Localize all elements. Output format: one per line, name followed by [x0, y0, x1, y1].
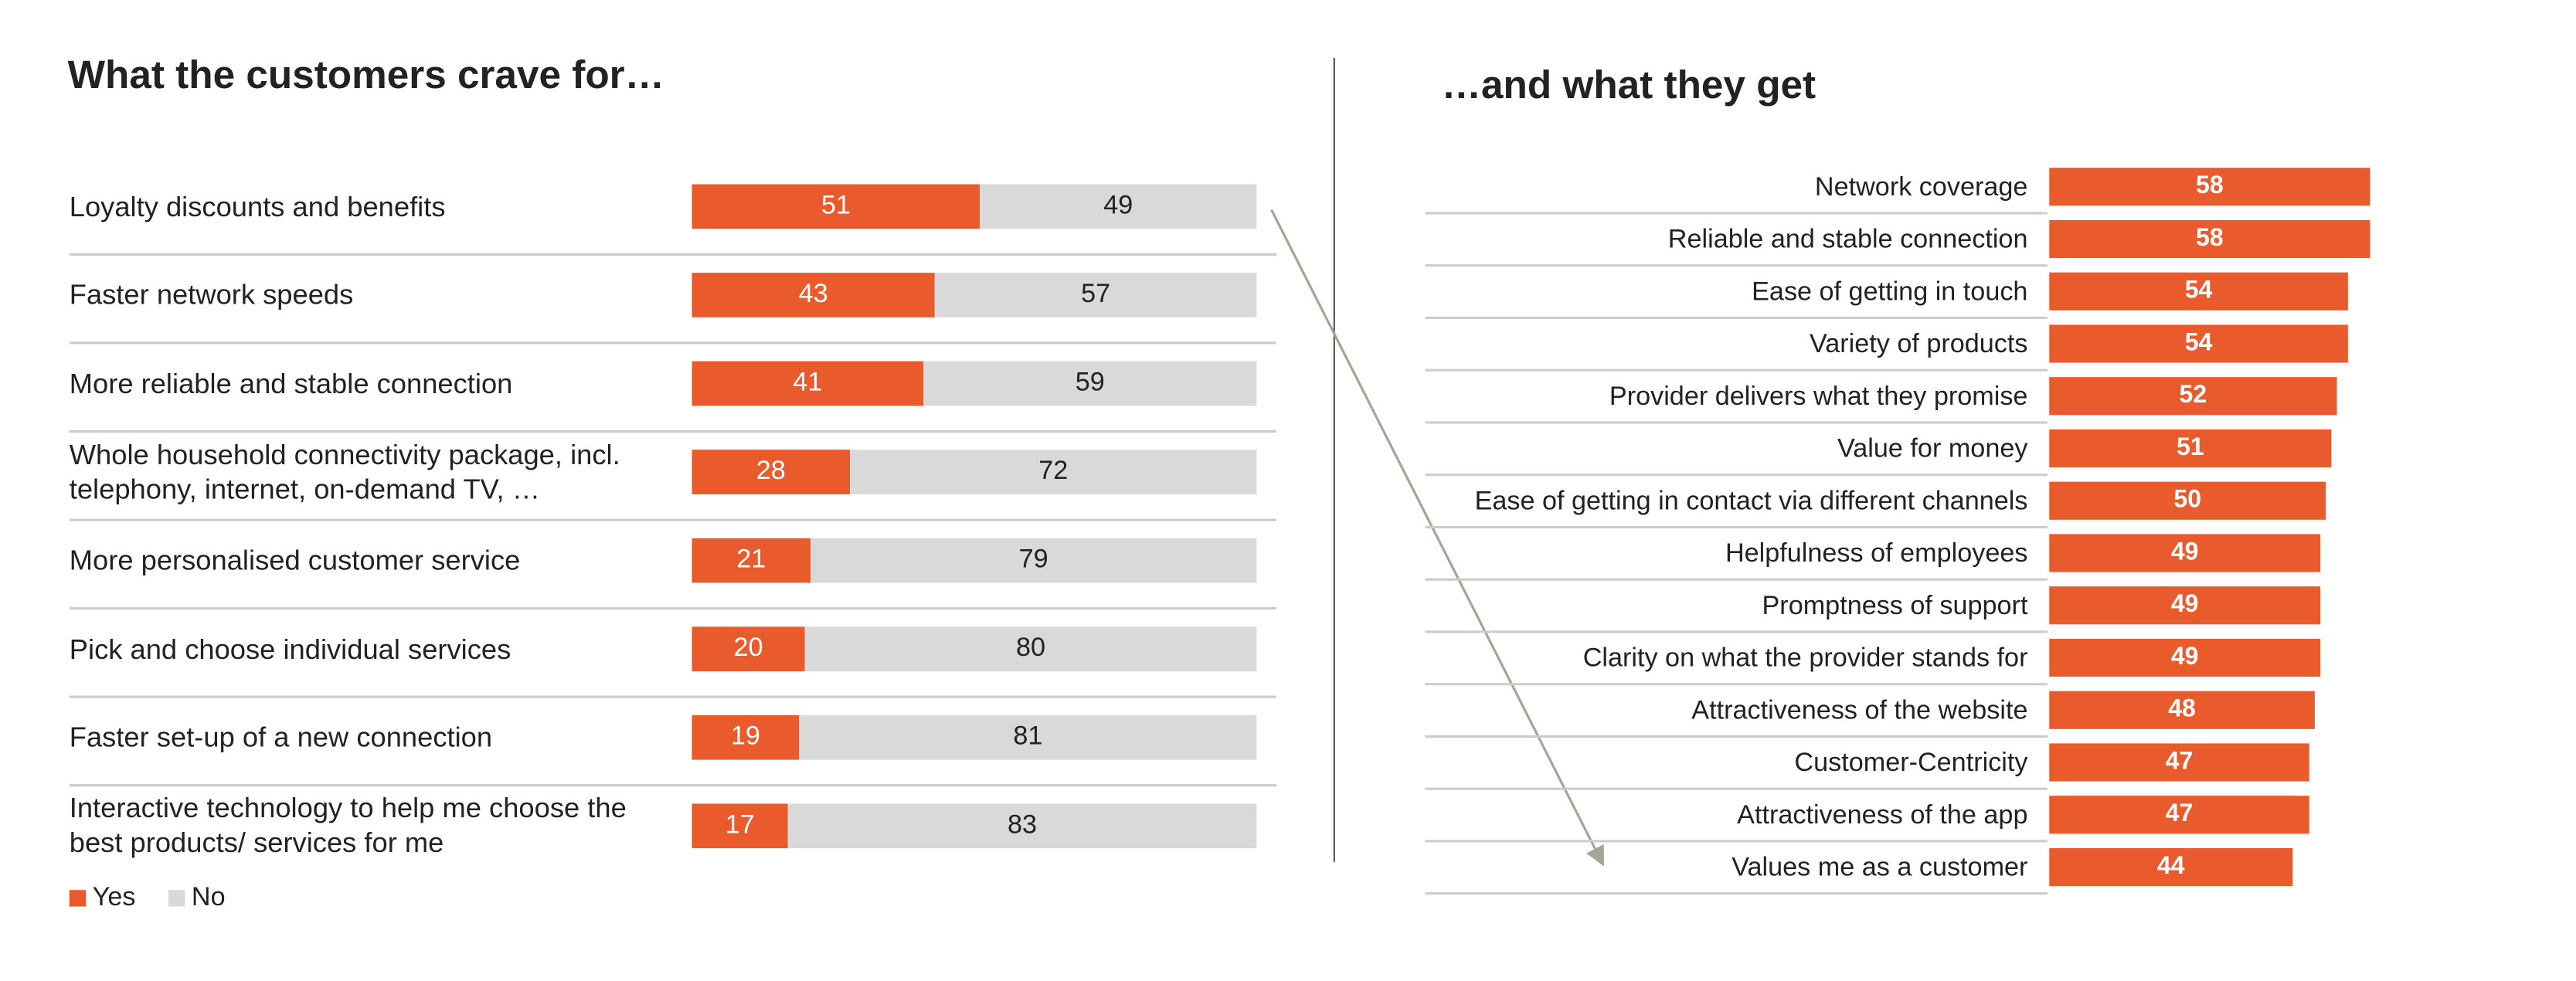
category-label: Ease of getting in contact via different… — [1475, 486, 2028, 515]
category-label-box: More reliable and stable connection — [69, 368, 513, 399]
value-label: 54 — [2185, 276, 2213, 304]
value-label: 49 — [2171, 589, 2199, 617]
legend-swatch — [168, 890, 185, 907]
bar-segment — [810, 538, 1257, 583]
value-label: 58 — [2196, 223, 2224, 251]
bar-segment — [923, 361, 1257, 406]
category-label-box: Pick and choose individual services — [69, 633, 511, 665]
bar-segment — [850, 450, 1257, 494]
value-label: 21 — [736, 545, 766, 574]
right-title: …and what they get — [1442, 63, 1816, 107]
category-label-box: Faster set-up of a new connection — [69, 721, 493, 754]
value-label: 47 — [2166, 799, 2194, 827]
bar-segment — [692, 803, 788, 849]
category-label: Attractiveness of the app — [1737, 800, 2027, 830]
legend-swatch — [69, 890, 87, 907]
bar — [2049, 377, 2337, 416]
bar-segment — [934, 273, 1257, 317]
bar-segment — [692, 538, 811, 583]
category-label: More personalised customer service — [69, 545, 521, 576]
value-label: 49 — [2171, 537, 2199, 565]
value-label: 79 — [1019, 545, 1048, 574]
category-label: Loyalty discounts and benefits — [69, 191, 446, 222]
value-label: 52 — [2180, 380, 2207, 408]
category-label-box: Loyalty discounts and benefits — [69, 191, 446, 222]
bar — [2049, 429, 2332, 468]
value-label: 58 — [2196, 171, 2224, 199]
value-label: 54 — [2185, 328, 2213, 355]
category-label: More reliable and stable connection — [69, 368, 513, 399]
value-label: 49 — [2171, 642, 2199, 670]
category-label: Variety of products — [1810, 329, 2028, 358]
bar — [2049, 796, 2309, 834]
value-label: 83 — [1008, 810, 1037, 839]
bar — [2049, 743, 2309, 782]
category-label: Reliable and stable connection — [1668, 225, 2028, 254]
bar-segment — [787, 803, 1257, 849]
category-label-box: Whole household connectivity package, in… — [69, 439, 620, 505]
value-label: 49 — [1103, 190, 1133, 219]
bar-segment — [692, 273, 935, 317]
value-label: 81 — [1013, 721, 1042, 751]
bar — [2049, 219, 2370, 259]
value-label: 20 — [734, 633, 763, 662]
legend-label: Yes — [93, 882, 136, 911]
left-title: What the customers crave for… — [68, 53, 664, 97]
value-label: 43 — [799, 279, 828, 308]
category-label: Provider delivers what they promise — [1609, 382, 2028, 411]
category-label: Values me as a customer — [1731, 853, 2027, 882]
value-label: 57 — [1081, 279, 1110, 308]
value-label: 48 — [2168, 694, 2196, 722]
arrow — [1270, 209, 1604, 867]
bar-segment — [692, 184, 980, 229]
category-label: Network coverage — [1815, 172, 2028, 202]
category-label: Clarity on what the provider stands for — [1583, 643, 2028, 673]
category-label-box: Faster network speeds — [69, 279, 354, 311]
bar-segment — [692, 361, 924, 406]
category-label-box: Interactive technology to help me choose… — [69, 793, 627, 859]
bar-segment — [692, 715, 800, 760]
category-label: Faster network speeds — [69, 279, 354, 311]
bar — [2049, 272, 2348, 311]
legend-label: No — [192, 882, 226, 911]
value-label: 17 — [726, 810, 755, 839]
value-label: 19 — [731, 721, 760, 751]
bar-segment — [799, 715, 1257, 760]
bar — [2049, 691, 2315, 729]
bar — [2049, 324, 2348, 363]
category-label: Value for money — [1837, 434, 2028, 463]
category-label: Customer-Centricity — [1794, 748, 2028, 777]
value-label: 28 — [756, 456, 786, 485]
bar-segment — [804, 626, 1257, 672]
category-label: Pick and choose individual services — [69, 633, 511, 665]
category-label: Faster set-up of a new connection — [69, 721, 493, 754]
bar-segment — [692, 450, 851, 494]
bar — [2049, 586, 2321, 625]
category-label: Interactive technology to help me choose… — [69, 793, 627, 859]
value-label: 51 — [821, 190, 851, 219]
bar — [2049, 847, 2293, 887]
bar — [2049, 638, 2321, 677]
bar-segment — [692, 626, 805, 672]
value-label: 59 — [1076, 368, 1105, 397]
category-label: Ease of getting in touch — [1752, 277, 2027, 306]
value-label: 47 — [2166, 746, 2194, 774]
value-label: 80 — [1016, 633, 1045, 662]
value-label: 51 — [2177, 433, 2204, 460]
bar — [2049, 534, 2321, 572]
category-label: Promptness of support — [1762, 591, 2028, 620]
value-label: 41 — [793, 368, 822, 397]
category-label-box: More personalised customer service — [69, 545, 521, 576]
bar — [2049, 168, 2370, 206]
value-label: 44 — [2157, 851, 2185, 879]
bar-segment — [980, 184, 1257, 229]
category-label: Helpfulness of employees — [1725, 538, 2027, 568]
bar — [2049, 481, 2326, 520]
category-label: Attractiveness of the website — [1691, 695, 2027, 725]
value-label: 50 — [2173, 485, 2201, 513]
category-label: Whole household connectivity package, in… — [69, 439, 620, 505]
value-label: 72 — [1038, 456, 1068, 485]
